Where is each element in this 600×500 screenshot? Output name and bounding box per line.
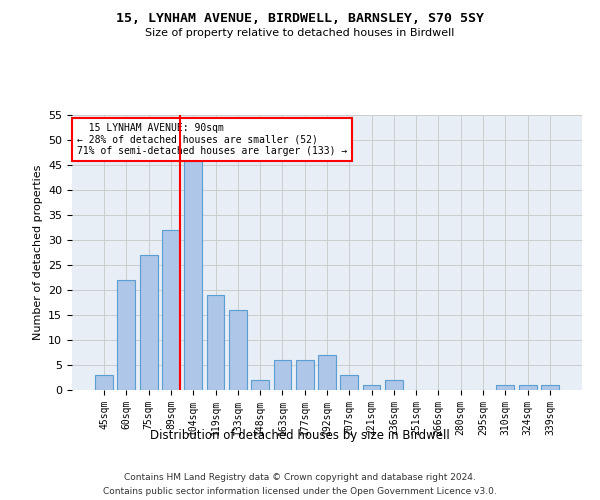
Bar	[206, 295, 224, 390]
Bar	[162, 230, 180, 390]
Bar	[251, 380, 269, 390]
Text: Distribution of detached houses by size in Birdwell: Distribution of detached houses by size …	[150, 428, 450, 442]
Bar	[274, 360, 292, 390]
Y-axis label: Number of detached properties: Number of detached properties	[32, 165, 43, 340]
Bar	[95, 375, 113, 390]
Bar	[518, 385, 536, 390]
Text: 15 LYNHAM AVENUE: 90sqm
← 28% of detached houses are smaller (52)
71% of semi-de: 15 LYNHAM AVENUE: 90sqm ← 28% of detache…	[77, 123, 347, 156]
Bar	[362, 385, 380, 390]
Text: Size of property relative to detached houses in Birdwell: Size of property relative to detached ho…	[145, 28, 455, 38]
Bar	[229, 310, 247, 390]
Text: Contains public sector information licensed under the Open Government Licence v3: Contains public sector information licen…	[103, 486, 497, 496]
Bar	[541, 385, 559, 390]
Bar	[385, 380, 403, 390]
Bar	[496, 385, 514, 390]
Bar	[318, 355, 336, 390]
Bar	[340, 375, 358, 390]
Bar	[184, 160, 202, 390]
Bar	[140, 255, 158, 390]
Bar	[118, 280, 136, 390]
Text: Contains HM Land Registry data © Crown copyright and database right 2024.: Contains HM Land Registry data © Crown c…	[124, 473, 476, 482]
Text: 15, LYNHAM AVENUE, BIRDWELL, BARNSLEY, S70 5SY: 15, LYNHAM AVENUE, BIRDWELL, BARNSLEY, S…	[116, 12, 484, 26]
Bar	[296, 360, 314, 390]
